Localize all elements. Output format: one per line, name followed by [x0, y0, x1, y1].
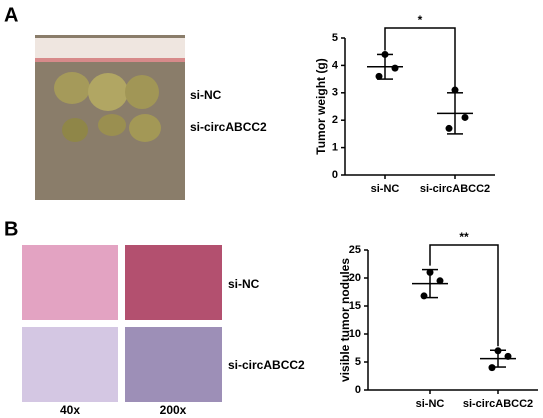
x-tick-label: si-circABCC2: [420, 183, 490, 195]
photo-label: si-circABCC2: [190, 120, 267, 134]
x-tick-label: si-circABCC2: [463, 398, 533, 410]
data-point: [375, 72, 383, 80]
significance-mark: **: [459, 230, 469, 244]
significance-bracket: [384, 27, 456, 89]
y-tick-label: 2: [332, 114, 338, 126]
image-label: si-NC: [228, 277, 260, 291]
histology-image: [125, 327, 222, 402]
panel-label: A: [4, 4, 18, 26]
magnification: 40x: [60, 403, 80, 417]
data-point: [436, 277, 444, 285]
significance-mark: *: [418, 13, 423, 27]
y-tick-label: 25: [349, 244, 361, 256]
data-point: [420, 292, 428, 300]
photo-label: si-NC: [190, 88, 222, 102]
magnification: 200x: [160, 403, 187, 417]
y-tick-label: 0: [332, 169, 338, 181]
y-tick-label: 1: [332, 142, 338, 154]
x-tick-label: si-NC: [416, 398, 445, 410]
data-point: [451, 86, 459, 94]
y-tick-label: 3: [332, 87, 338, 99]
data-point: [445, 124, 453, 132]
y-tick-label: 10: [349, 328, 361, 340]
panel-label: B: [4, 218, 18, 240]
y-axis-label: visible tumor nodules: [338, 258, 352, 382]
y-tick-label: 0: [355, 384, 361, 396]
y-tick-label: 4: [332, 59, 339, 71]
histology-image: [22, 327, 118, 402]
y-axis-label: Tumor weight (g): [314, 58, 328, 154]
y-tick-label: 15: [349, 300, 361, 312]
significance-bracket: [429, 244, 499, 347]
x-tick-label: si-NC: [371, 183, 400, 195]
image-label: si-circABCC2: [228, 358, 305, 372]
y-tick-label: 20: [349, 272, 361, 284]
y-tick-label: 5: [355, 356, 361, 368]
y-tick-label: 5: [332, 32, 338, 44]
data-point: [461, 113, 469, 121]
tumor-photo: [35, 35, 185, 200]
histology-image: [22, 245, 118, 320]
histology-image: [125, 245, 222, 320]
data-point: [391, 64, 399, 72]
